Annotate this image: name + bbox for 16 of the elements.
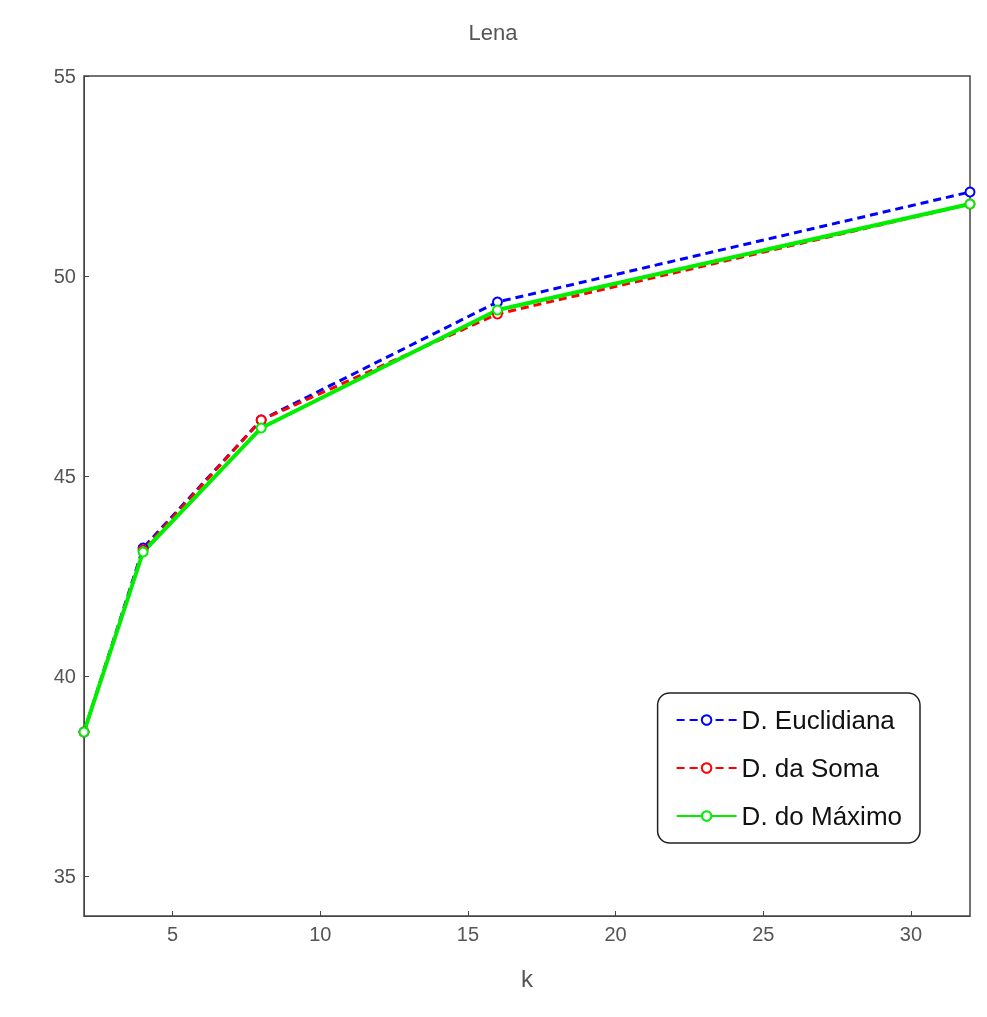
x-axis-title: k [521,964,534,992]
x-tick-label: 10 [309,923,332,945]
legend-label: D. da Soma [741,753,880,783]
y-tick-label: 45 [53,465,76,487]
y-tick-label: 35 [53,865,76,887]
legend-label: D. do Máximo [741,801,903,831]
x-tick-label: 20 [604,923,627,945]
legend-label: D. Euclidiana [741,705,896,735]
x-tick-label: 25 [752,923,775,945]
y-tick-label: 50 [53,265,76,287]
chart-title: Lena [468,19,519,45]
x-tick-label: 15 [456,923,480,945]
y-tick-label: 40 [53,665,76,687]
y-tick-label: 55 [53,65,76,87]
x-tick-label: 5 [167,923,179,945]
x-tick-label: 30 [899,923,923,945]
